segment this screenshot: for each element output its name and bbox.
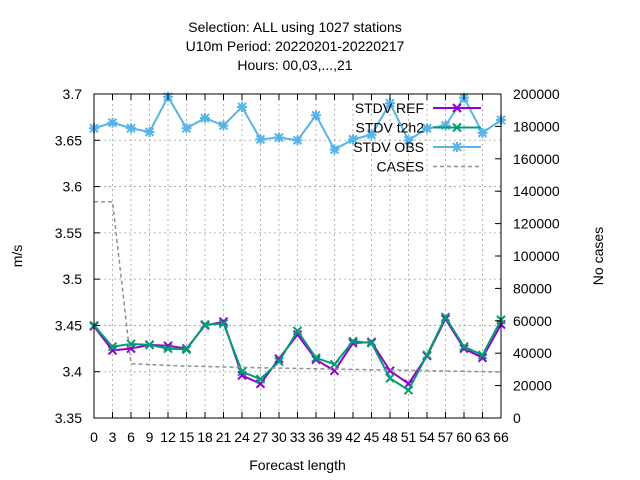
- data-point: [385, 373, 395, 383]
- x-tick-label: 57: [438, 429, 454, 445]
- series-stdv-obs: [89, 91, 506, 155]
- data-point: [237, 367, 247, 377]
- y2-tick-label: 80000: [513, 280, 552, 296]
- data-point: [311, 354, 321, 365]
- y2-tick-label: 0: [513, 410, 521, 426]
- data-point: [107, 345, 118, 356]
- x-tick-label: 60: [456, 429, 472, 445]
- y2-tick-label: 200000: [513, 86, 560, 102]
- x-tick-label: 66: [493, 429, 509, 445]
- data-point: [107, 342, 118, 352]
- title-line: Hours: 00,03,...,21: [237, 57, 352, 73]
- x-tick-label: 33: [290, 429, 306, 445]
- x-tick-label: 48: [382, 429, 398, 445]
- x-tick-label: 27: [253, 429, 269, 445]
- legend-label: CASES: [377, 159, 424, 175]
- data-point: [422, 350, 432, 360]
- y2-tick-label: 60000: [513, 313, 552, 329]
- data-point: [144, 340, 155, 350]
- x-tick-label: 15: [179, 429, 195, 445]
- x-tick-label: 63: [475, 429, 491, 445]
- y-tick-label: 3.45: [55, 317, 82, 333]
- y2-axis-label: No cases: [590, 227, 606, 285]
- data-point: [163, 343, 173, 354]
- x-tick-label: 42: [345, 429, 361, 445]
- series-stdv-t2h2: [89, 312, 506, 395]
- series-cases: [94, 200, 502, 373]
- data-point: [459, 342, 469, 352]
- x-tick-label: 54: [419, 429, 435, 445]
- series-lines: [89, 91, 506, 395]
- y2-tick-label: 140000: [513, 183, 560, 199]
- y-tick-label: 3.7: [63, 86, 83, 102]
- data-point: [366, 338, 377, 348]
- y-tick-label: 3.65: [55, 132, 82, 148]
- data-point: [459, 343, 469, 354]
- y2-tick-label: 20000: [513, 378, 552, 394]
- y-tick-label: 3.5: [63, 271, 83, 287]
- data-point: [218, 318, 229, 329]
- data-point: [292, 326, 303, 336]
- y2-tick-label: 100000: [513, 248, 560, 264]
- x-axis-ticks: 0 3 6 9 12 15 18 21 24 27 30 33 36 39 42 45 48 51 54 57 60 63…: [90, 94, 509, 445]
- legend-label: STDV OBS: [353, 139, 424, 155]
- x-tick-label: 9: [146, 429, 154, 445]
- x-tick-label: 21: [216, 429, 232, 445]
- data-point: [255, 374, 266, 384]
- data-point: [477, 353, 488, 363]
- title-line: U10m Period: 20220201-20220217: [186, 38, 405, 54]
- x-tick-label: 6: [127, 429, 135, 445]
- x-tick-label: 36: [308, 429, 324, 445]
- data-point: [348, 336, 358, 346]
- legend: STDV REF STDV t2h2 STDV OBS CASES: [353, 100, 481, 175]
- y2-tick-label: 40000: [513, 345, 552, 361]
- data-point: [311, 353, 321, 363]
- data-point: [274, 356, 284, 367]
- y-tick-label: 3.35: [55, 410, 82, 426]
- x-tick-label: 39: [327, 429, 343, 445]
- y-axis-label: m/s: [9, 245, 25, 268]
- x-tick-label: 30: [271, 429, 287, 445]
- data-point: [200, 319, 210, 330]
- y-tick-label: 3.55: [55, 225, 82, 241]
- data-point: [403, 385, 414, 395]
- legend-label: STDV REF: [355, 100, 424, 116]
- title-line: Selection: ALL using 1027 stations: [188, 19, 402, 35]
- y2-tick-label: 160000: [513, 151, 560, 167]
- data-point: [440, 312, 451, 322]
- x-tick-label: 3: [109, 429, 117, 445]
- y-tick-label: 3.6: [63, 179, 83, 195]
- x-tick-label: 0: [90, 429, 98, 445]
- data-point: [181, 344, 192, 355]
- data-point: [329, 359, 340, 370]
- data-point: [452, 103, 462, 113]
- chart-title: Selection: ALL using 1027 stations U10m P…: [186, 19, 405, 73]
- x-tick-label: 12: [160, 429, 176, 445]
- y2-tick-label: 120000: [513, 216, 560, 232]
- x-tick-label: 45: [364, 429, 380, 445]
- legend-label: STDV t2h2: [356, 120, 425, 136]
- y-tick-label: 3.4: [63, 364, 83, 380]
- y2-tick-label: 180000: [513, 118, 560, 134]
- data-point: [452, 122, 462, 133]
- y-axis-ticks: 3.35 3.4 3.45 3.5 3.55 3.6 3.65 3.7: [55, 86, 100, 426]
- x-tick-label: 18: [197, 429, 213, 445]
- data-point: [292, 329, 303, 340]
- x-tick-label: 24: [234, 429, 250, 445]
- y2-axis-ticks: 0 20000 40000 60000 80000 100000 120000 140000 1…: [495, 86, 560, 426]
- data-point: [477, 350, 488, 360]
- x-axis-label: Forecast length: [249, 457, 346, 473]
- series-line: [94, 200, 502, 373]
- x-tick-label: 51: [401, 429, 417, 445]
- grid: [93, 93, 502, 419]
